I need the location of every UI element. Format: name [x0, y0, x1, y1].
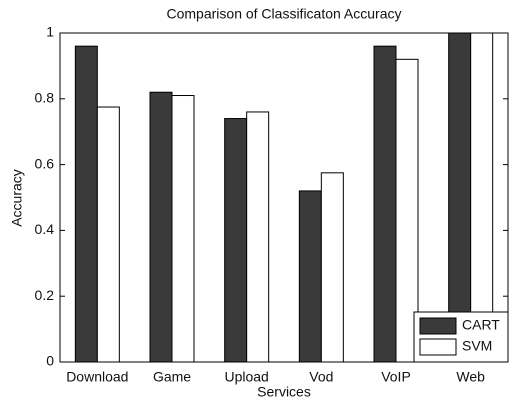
x-axis-label: Services — [257, 384, 311, 400]
y-tick-label: 0.4 — [35, 221, 55, 237]
y-axis-label: Accuracy — [9, 169, 25, 227]
x-tick-label: Upload — [224, 369, 268, 385]
x-tick-label: Game — [153, 369, 191, 385]
y-tick-label: 0.6 — [35, 155, 55, 171]
x-tick-label: VoIP — [381, 369, 411, 385]
legend-swatch — [419, 338, 457, 356]
plot-frame — [59, 32, 509, 363]
legend-swatch — [419, 317, 457, 335]
bar — [373, 45, 397, 363]
bar — [96, 106, 120, 363]
x-tick-label: Vod — [309, 369, 333, 385]
bar — [224, 118, 248, 363]
bar — [320, 172, 344, 363]
chart-title: Comparison of Classificaton Accuracy — [167, 6, 402, 22]
x-tick-label: Download — [66, 369, 128, 385]
y-tick-label: 0.2 — [35, 287, 55, 303]
x-tick-label: Web — [456, 369, 485, 385]
y-tick-label: 0.8 — [35, 90, 55, 106]
bar — [171, 95, 195, 363]
bar — [298, 190, 322, 363]
bar — [246, 111, 270, 363]
legend-label: SVM — [462, 338, 492, 354]
bar — [149, 91, 173, 363]
legend-label: CART — [462, 317, 500, 333]
y-tick-label: 0 — [46, 353, 54, 369]
bar — [74, 45, 98, 363]
y-tick-label: 1 — [46, 24, 54, 40]
